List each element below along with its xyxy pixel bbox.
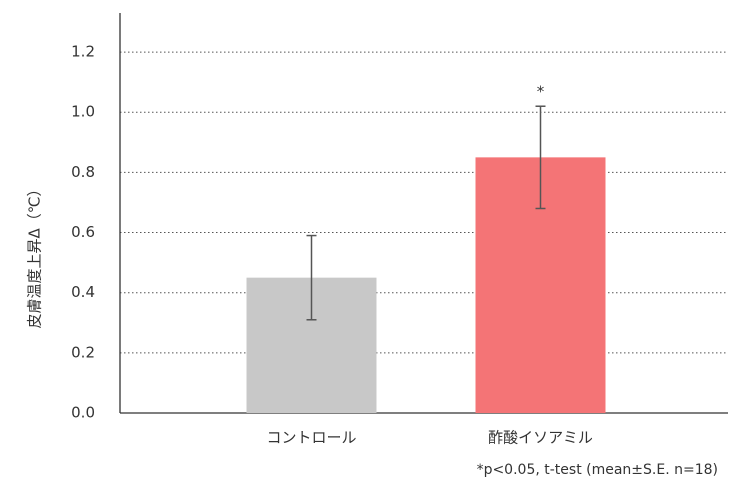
y-tick-label: 0.0 bbox=[71, 404, 95, 422]
footnote: *p<0.05, t-test (mean±S.E. n=18) bbox=[477, 462, 718, 478]
y-axis-label: 皮膚温度上昇Δ（℃） bbox=[26, 181, 44, 328]
y-tick-label: 0.6 bbox=[71, 223, 95, 241]
error-bar bbox=[535, 105, 546, 210]
x-tick-label: 酢酸イソアミル bbox=[488, 429, 593, 447]
y-tick-label: 0.8 bbox=[71, 163, 95, 181]
y-tick-label: 0.2 bbox=[71, 343, 95, 361]
y-tick-label: 0.4 bbox=[71, 283, 95, 301]
y-tick-label: 1.2 bbox=[71, 43, 95, 61]
y-tick-label: 1.0 bbox=[71, 103, 95, 121]
significance-mark: * bbox=[537, 83, 545, 101]
x-tick-label: コントロール bbox=[266, 429, 356, 447]
error-bar bbox=[306, 234, 317, 321]
